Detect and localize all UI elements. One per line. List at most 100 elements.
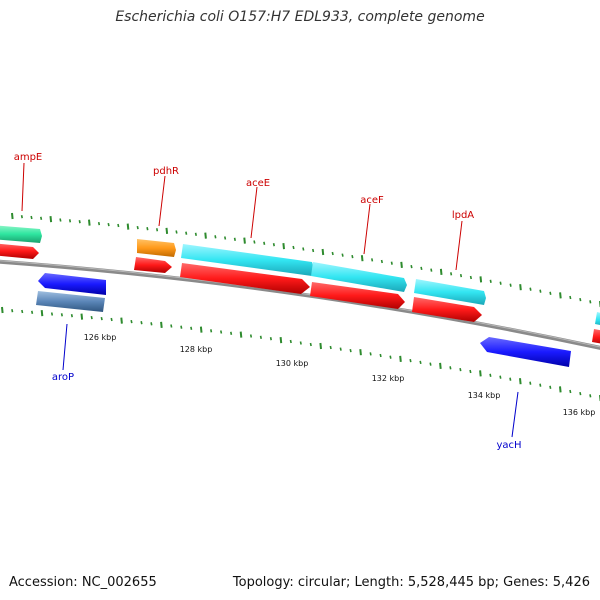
tick-mark	[569, 389, 572, 394]
tick-mark	[20, 215, 23, 219]
tick-mark	[80, 313, 84, 320]
tick-mark	[489, 279, 492, 283]
tick-mark	[1, 306, 4, 314]
tick-mark	[519, 378, 522, 385]
gene-aroP-block[interactable]	[36, 291, 105, 312]
tick-mark	[589, 300, 592, 304]
tick-mark	[97, 221, 101, 226]
label-lpdA: lpdA	[452, 210, 474, 221]
gene-edge-right-block[interactable]	[595, 312, 600, 327]
tick-mark	[339, 347, 342, 351]
tick-mark	[90, 315, 93, 320]
tick-mark	[204, 232, 207, 239]
tick-mark	[165, 227, 169, 234]
gene-red-1[interactable]	[0, 243, 39, 259]
tick-mark	[380, 259, 383, 264]
tick-mark	[110, 317, 113, 322]
tick-mark	[409, 358, 412, 363]
tick-mark	[331, 251, 334, 256]
gene-red-4[interactable]	[310, 282, 405, 309]
tick-mark	[68, 219, 72, 223]
gene-yacH-block[interactable]	[480, 337, 571, 367]
tick-mark	[130, 319, 133, 324]
gene-blue-1[interactable]	[38, 273, 106, 295]
tick-mark	[529, 287, 532, 291]
tick-mark	[199, 326, 203, 333]
label-aroP: aroP	[52, 372, 74, 383]
tick-mark	[359, 349, 362, 356]
scale-label-134: 134 kbp	[468, 391, 501, 400]
gene-red-2[interactable]	[134, 257, 172, 273]
tick-mark	[160, 321, 163, 328]
tick-mark	[126, 223, 130, 230]
accession-text: Accession: NC_002655	[9, 575, 157, 590]
gene-aceE-block[interactable]	[181, 244, 314, 276]
tick-mark	[289, 339, 292, 344]
tick-mark	[299, 341, 302, 345]
gene-ampE-block[interactable]	[0, 225, 42, 243]
tick-mark	[230, 331, 233, 335]
tick-mark	[389, 355, 392, 359]
tick-mark	[59, 218, 62, 222]
tick-mark	[239, 331, 243, 338]
gene-pdhR-block[interactable]	[137, 239, 176, 257]
tick-mark	[341, 253, 344, 257]
tick-mark	[214, 235, 217, 239]
tick-mark	[469, 275, 472, 280]
tick-row-top	[11, 212, 600, 308]
tick-mark	[519, 284, 522, 291]
gene-lpdA-block[interactable]	[414, 279, 486, 305]
gene-red-5[interactable]	[412, 297, 482, 322]
tick-mark	[479, 370, 482, 377]
gene-red-3[interactable]	[180, 263, 310, 294]
tick-mark	[107, 222, 110, 227]
tick-mark	[50, 312, 54, 316]
tick-mark	[329, 345, 332, 350]
label-pdhR: pdhR	[153, 166, 179, 177]
tick-mark	[459, 367, 462, 372]
tick-mark	[410, 264, 413, 269]
tick-mark	[220, 330, 223, 334]
tick-mark	[190, 326, 193, 330]
tick-mark	[549, 385, 552, 389]
label-aceE: aceE	[246, 178, 270, 189]
tick-mark	[309, 342, 312, 347]
tick-mark	[351, 254, 354, 259]
tick-mark	[78, 220, 81, 224]
tick-mark	[469, 369, 472, 374]
gene-red-6[interactable]	[592, 329, 600, 345]
tick-mark	[559, 292, 562, 299]
tick-mark	[360, 255, 364, 262]
tick-mark	[136, 225, 139, 230]
gene-aceF-block[interactable]	[311, 262, 407, 292]
tick-mark	[30, 215, 33, 220]
scale-label-132: 132 kbp	[372, 374, 405, 383]
tick-mark	[31, 310, 34, 314]
tick-mark	[263, 241, 266, 245]
tick-mark	[559, 386, 562, 393]
tick-mark	[170, 324, 173, 328]
tick-mark	[499, 375, 502, 379]
tick-mark	[21, 309, 24, 314]
tick-mark	[11, 309, 14, 313]
tick-mark	[579, 297, 582, 302]
tick-mark	[146, 227, 149, 231]
tick-mark	[419, 360, 422, 365]
tick-mark	[100, 316, 103, 321]
tick-mark	[60, 313, 63, 317]
genome-summary-text: Topology: circular; Length: 5,528,445 bp…	[232, 575, 590, 590]
tick-mark	[150, 322, 153, 326]
tick-mark	[88, 219, 91, 226]
tick-mark	[194, 232, 197, 236]
tick-mark	[569, 295, 572, 300]
scale-label-128: 128 kbp	[180, 345, 213, 354]
tick-mark	[499, 281, 502, 285]
map-title: Escherichia coli O157:H7 EDL933, complet…	[115, 9, 485, 25]
tick-mark	[349, 348, 352, 353]
tick-mark	[509, 283, 512, 287]
tick-mark	[292, 245, 295, 250]
tick-mark	[579, 391, 582, 396]
tick-mark	[40, 310, 44, 317]
tick-mark	[321, 248, 325, 256]
tick-mark	[439, 362, 442, 369]
